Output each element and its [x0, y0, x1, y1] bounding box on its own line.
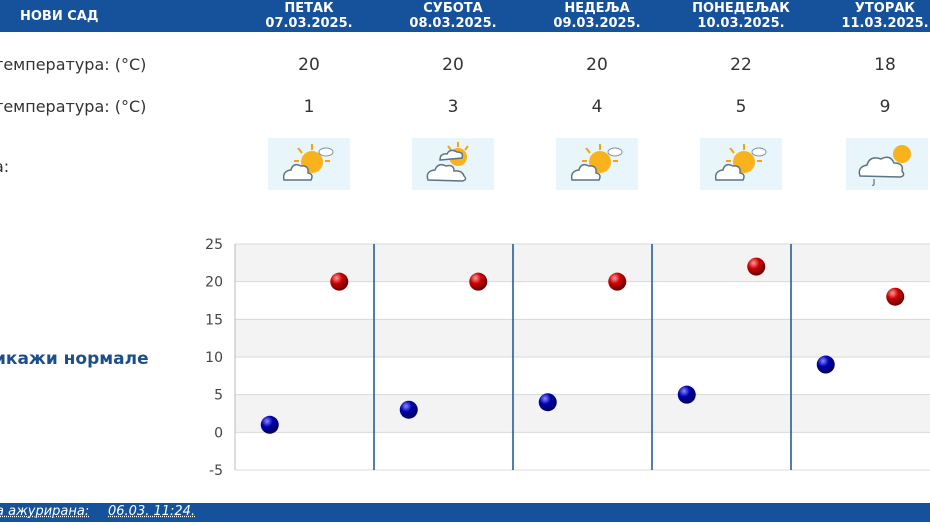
partly-cloudy-icon: [556, 138, 638, 190]
city-name: НОВИ САД: [20, 9, 98, 24]
y-tick-label: 10: [205, 350, 223, 366]
min-temp-marker: [261, 416, 279, 434]
grid-band: [235, 319, 930, 357]
max-temp-value: 22: [701, 55, 781, 75]
day-name: ПЕТАК: [249, 1, 369, 16]
min-temp-value: 9: [845, 97, 925, 117]
updated-footer: а ажурирана: 06.03. 11:24.: [0, 503, 930, 522]
updated-timestamp: 06.03. 11:24.: [108, 504, 195, 519]
day-header-1: ПЕТАК 07.03.2025.: [249, 1, 369, 31]
day-header-5: УТОРАК 11.03.2025.: [825, 1, 930, 31]
y-tick-label: 0: [214, 425, 223, 441]
min-temp-value: 5: [701, 97, 781, 117]
day-name: УТОРАК: [825, 1, 930, 16]
max-temp-value: 18: [845, 55, 925, 75]
show-normals-link[interactable]: икажи нормале: [0, 349, 149, 369]
day-date: 09.03.2025.: [537, 16, 657, 31]
min-temp-value: 1: [269, 97, 349, 117]
updated-label: а ажурирана:: [0, 504, 89, 519]
day-header-2: СУБОТА 08.03.2025.: [393, 1, 513, 31]
y-tick-label: -5: [209, 463, 223, 475]
day-header-4: ПОНЕДЕЉАК 10.03.2025.: [681, 1, 801, 31]
max-temp-marker: [330, 273, 348, 291]
day-date: 11.03.2025.: [825, 16, 930, 31]
day-date: 07.03.2025.: [249, 16, 369, 31]
max-temp-marker: [608, 273, 626, 291]
max-temp-value: 20: [269, 55, 349, 75]
partly-cloudy-icon: [700, 138, 782, 190]
temperature-chart: 25 20 15 10 5 0 -5: [190, 235, 930, 475]
forecast-header: НОВИ САД ПЕТАК 07.03.2025. СУБОТА 08.03.…: [0, 0, 930, 32]
day-name: НЕДЕЉА: [537, 1, 657, 16]
max-temp-value: 20: [413, 55, 493, 75]
day-name: СУБОТА: [393, 1, 513, 16]
max-temp-marker: [747, 258, 765, 276]
day-date: 10.03.2025.: [681, 16, 801, 31]
min-temp-marker: [400, 401, 418, 419]
max-temp-label: температура: (°C): [0, 55, 146, 74]
y-tick-label: 15: [205, 312, 223, 328]
min-temp-marker: [539, 393, 557, 411]
max-temp-value: 20: [557, 55, 637, 75]
grid-band: [235, 395, 930, 433]
min-temp-value: 4: [557, 97, 637, 117]
weather-label: а:: [0, 157, 9, 176]
y-tick-label: 20: [205, 275, 223, 291]
partly-cloudy-icon: [268, 138, 350, 190]
min-temp-label: температура: (°C): [0, 97, 146, 116]
y-tick-label: 25: [205, 237, 223, 253]
min-temp-marker: [817, 356, 835, 374]
max-temp-marker: [886, 288, 904, 306]
mostly-cloudy-icon: [412, 138, 494, 190]
day-date: 08.03.2025.: [393, 16, 513, 31]
cloudy-rain-icon: [846, 138, 928, 190]
y-tick-label: 5: [214, 388, 223, 404]
max-temp-marker: [469, 273, 487, 291]
min-temp-value: 3: [413, 97, 493, 117]
day-header-3: НЕДЕЉА 09.03.2025.: [537, 1, 657, 31]
day-name: ПОНЕДЕЉАК: [681, 1, 801, 16]
grid-band: [235, 432, 930, 470]
min-temp-marker: [678, 386, 696, 404]
